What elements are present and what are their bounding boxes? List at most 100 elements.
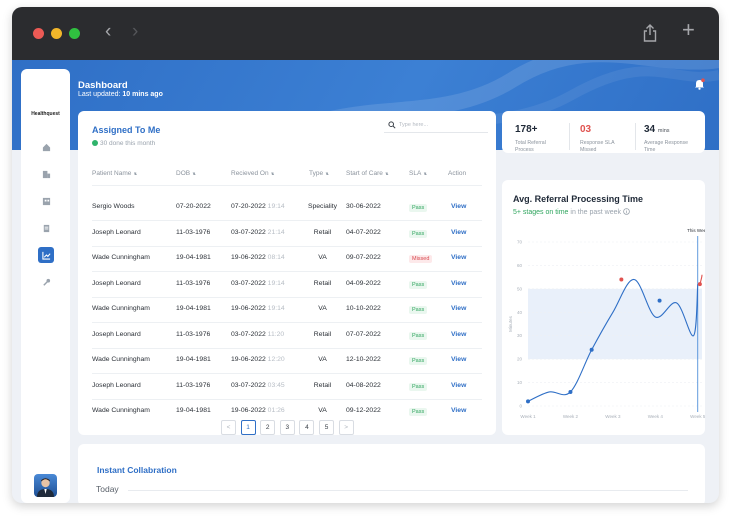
received-cell: 07-20-2022 19:14	[231, 203, 285, 210]
column-header[interactable]: SLA▴▾	[409, 170, 427, 177]
share-icon[interactable]	[643, 24, 657, 47]
home-icon[interactable]	[38, 139, 54, 155]
data-point	[697, 282, 702, 287]
collaboration-title: Instant Collabration	[97, 465, 177, 475]
info-icon[interactable]	[623, 208, 630, 215]
start-of-care-cell: 09-07-2022	[346, 254, 381, 261]
data-point	[568, 389, 573, 394]
search-input[interactable]: Type here...	[384, 119, 488, 133]
page-button[interactable]: 4	[299, 420, 315, 435]
column-header[interactable]: Patient Name▴▾	[92, 170, 137, 177]
page-button[interactable]: 5	[319, 420, 334, 435]
view-link[interactable]: View	[451, 356, 467, 363]
view-link[interactable]: View	[451, 254, 467, 261]
received-cell: 19-06-2022 01:26	[231, 407, 285, 414]
dob-cell: 19-04-1981	[176, 356, 211, 363]
start-of-care-cell: 04-09-2022	[346, 279, 381, 287]
target-band	[528, 288, 702, 360]
prev-page-button[interactable]: <	[221, 420, 236, 435]
start-of-care-cell: 09-12-2022	[346, 407, 381, 414]
type-cell: Retail	[313, 381, 332, 389]
patient-name: Joseph Leonard	[92, 279, 141, 287]
divider	[92, 271, 482, 272]
y-tick-label: 10	[517, 380, 523, 385]
this-week-label: This Week	[687, 228, 705, 233]
column-header[interactable]: Start of Care▴▾	[346, 170, 389, 177]
bell-icon[interactable]	[694, 77, 705, 95]
maximize-window-button[interactable]	[69, 28, 80, 39]
chart-icon[interactable]	[38, 247, 54, 263]
sla-badge: Missed	[409, 255, 433, 263]
instant-collaboration-card: Instant Collabration Today	[78, 444, 705, 503]
start-of-care-cell: 10-10-2022	[346, 305, 381, 312]
column-header[interactable]: Recieved On▴▾	[231, 170, 275, 177]
start-of-care-cell: 04-07-2022	[346, 228, 381, 236]
received-cell: 03-07-2022 11:20	[231, 330, 285, 338]
view-link[interactable]: View	[451, 407, 467, 414]
patient-name: Wade Cunningham	[92, 407, 150, 414]
dob-cell: 19-04-1981	[176, 407, 211, 414]
new-tab-icon[interactable]: +	[682, 17, 695, 42]
x-tick-label: Week 5	[690, 414, 705, 419]
patient-name: Wade Cunningham	[92, 356, 150, 363]
view-link[interactable]: View	[451, 381, 467, 389]
type-cell: Retail	[313, 228, 332, 236]
patient-name: Wade Cunningham	[92, 254, 150, 261]
view-link[interactable]: View	[451, 203, 467, 210]
page-button[interactable]: 3	[279, 420, 295, 435]
forward-icon[interactable]: ›	[132, 21, 139, 42]
y-axis-label: Minutes	[508, 315, 513, 332]
dob-cell: 11-03-1976	[176, 279, 211, 287]
view-link[interactable]: View	[451, 330, 467, 338]
divider	[92, 185, 482, 186]
x-tick-label: Week 4	[648, 414, 664, 419]
patient-name: Joseph Leonard	[92, 228, 141, 236]
next-page-button[interactable]: >	[338, 420, 354, 435]
assigned-subtitle: 30 done this month	[92, 140, 155, 147]
line-chart: 0 10 20 30 40 50 60 70 Minutes Week 1 Week 2 Week 3…	[508, 228, 705, 419]
type-cell: Speciality	[307, 203, 338, 210]
y-tick-label: 40	[517, 310, 523, 315]
back-icon[interactable]: ‹	[105, 21, 112, 42]
page-button[interactable]: 2	[260, 420, 276, 435]
type-cell: Retail	[313, 279, 332, 287]
wrench-icon[interactable]	[38, 274, 54, 290]
close-window-button[interactable]	[33, 28, 44, 39]
assigned-to-me-card: Assigned To Me 30 done this month Type h…	[78, 111, 496, 435]
stat-label-sla-missed: Response SLA Missed	[580, 140, 615, 153]
dob-cell: 11-03-1976	[176, 228, 211, 236]
sla-badge: Pass	[409, 229, 428, 238]
y-tick-label: 20	[517, 357, 523, 362]
divider	[92, 398, 482, 400]
type-cell: Retail	[313, 330, 332, 338]
start-of-care-cell: 30-06-2022	[346, 203, 381, 210]
chart-title: Avg. Referral Processing Time	[513, 194, 644, 204]
minimize-window-button[interactable]	[51, 28, 62, 39]
clinic-icon[interactable]	[38, 193, 54, 209]
dob-cell: 11-03-1976	[176, 330, 211, 338]
divider	[128, 490, 688, 491]
y-tick-label: 60	[517, 263, 523, 268]
app-logo: Healthquest	[31, 111, 60, 117]
stat-value-sla-missed: 03	[580, 124, 592, 135]
column-header[interactable]: DOB▴▾	[176, 170, 196, 177]
divider	[92, 347, 482, 349]
view-link[interactable]: View	[451, 279, 467, 287]
avatar[interactable]	[34, 474, 57, 497]
column-header[interactable]: Type▴▾	[309, 170, 329, 177]
divider	[635, 123, 636, 150]
stats-card: 178+ Total Referral Process 03 Response …	[502, 111, 705, 153]
start-of-care-cell: 07-07-2022	[346, 330, 381, 338]
data-point	[589, 347, 594, 352]
y-tick-label: 0	[519, 404, 522, 409]
type-cell: VA	[318, 305, 327, 312]
view-link[interactable]: View	[451, 228, 467, 236]
stat-value-avg-response: 34 mins	[644, 124, 670, 135]
page-button[interactable]: 1	[240, 420, 256, 435]
dob-cell: 11-03-1976	[176, 381, 211, 389]
building-icon[interactable]	[38, 166, 54, 182]
view-link[interactable]: View	[451, 305, 467, 312]
data-point	[526, 399, 530, 404]
received-cell: 03-07-2022 19:14	[231, 279, 285, 287]
document-icon[interactable]	[38, 220, 54, 236]
